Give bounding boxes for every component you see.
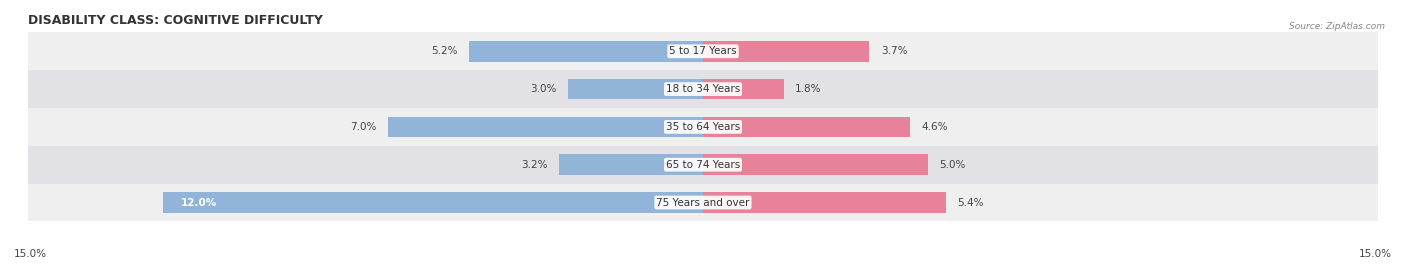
- Bar: [28, 32, 1378, 70]
- Bar: [28, 184, 1378, 221]
- Bar: [703, 79, 785, 99]
- Text: 15.0%: 15.0%: [14, 249, 46, 259]
- Bar: [28, 70, 1378, 108]
- Text: 4.6%: 4.6%: [921, 122, 948, 132]
- Bar: [703, 154, 928, 175]
- Bar: [163, 192, 703, 213]
- Text: 7.0%: 7.0%: [350, 122, 377, 132]
- Bar: [28, 108, 1378, 146]
- Bar: [568, 79, 703, 99]
- Text: Source: ZipAtlas.com: Source: ZipAtlas.com: [1289, 22, 1385, 31]
- Bar: [470, 41, 703, 62]
- Bar: [703, 41, 869, 62]
- Text: 15.0%: 15.0%: [1360, 249, 1392, 259]
- Bar: [703, 117, 910, 137]
- Text: 3.7%: 3.7%: [880, 46, 907, 56]
- Bar: [388, 117, 703, 137]
- Text: 75 Years and over: 75 Years and over: [657, 197, 749, 208]
- Bar: [703, 192, 946, 213]
- Text: 5.2%: 5.2%: [432, 46, 458, 56]
- Text: 65 to 74 Years: 65 to 74 Years: [666, 160, 740, 170]
- Text: 5 to 17 Years: 5 to 17 Years: [669, 46, 737, 56]
- Text: 3.0%: 3.0%: [530, 84, 557, 94]
- Bar: [560, 154, 703, 175]
- Text: 3.2%: 3.2%: [522, 160, 548, 170]
- Text: 5.4%: 5.4%: [957, 197, 984, 208]
- Bar: [28, 146, 1378, 184]
- Text: 35 to 64 Years: 35 to 64 Years: [666, 122, 740, 132]
- Text: DISABILITY CLASS: COGNITIVE DIFFICULTY: DISABILITY CLASS: COGNITIVE DIFFICULTY: [28, 14, 323, 27]
- Text: 18 to 34 Years: 18 to 34 Years: [666, 84, 740, 94]
- Text: 5.0%: 5.0%: [939, 160, 966, 170]
- Text: 12.0%: 12.0%: [181, 197, 218, 208]
- Text: 1.8%: 1.8%: [796, 84, 821, 94]
